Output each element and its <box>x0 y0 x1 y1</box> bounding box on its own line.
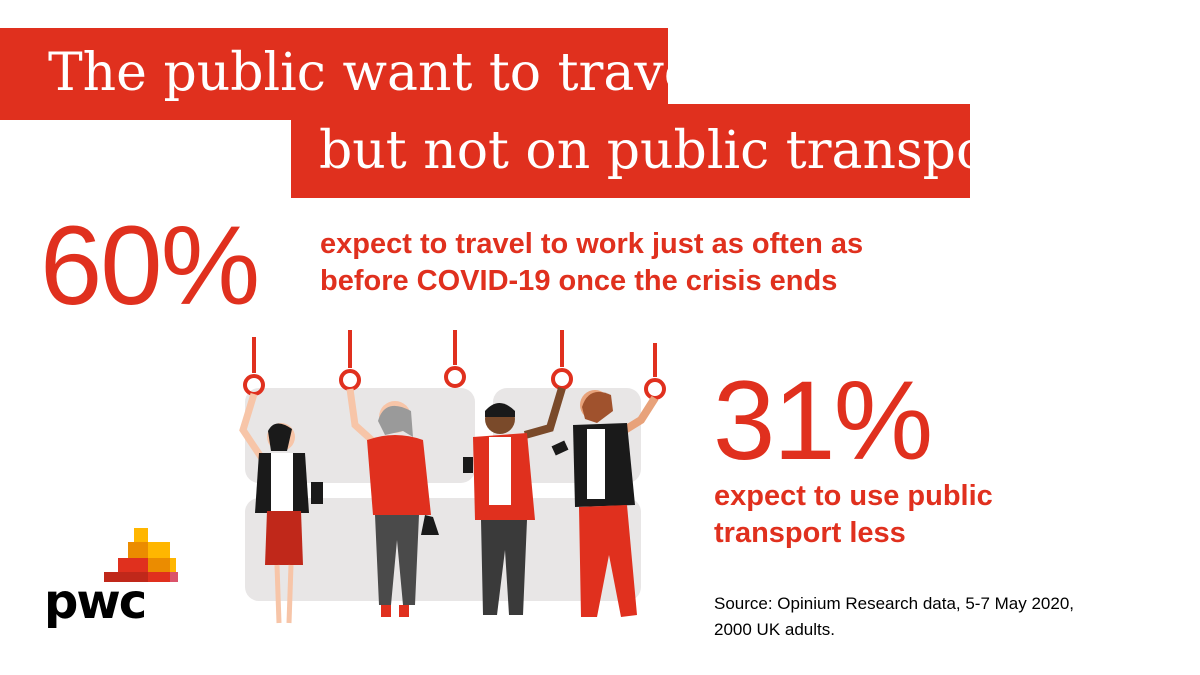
person-2 <box>346 388 439 617</box>
pwc-logo-mark <box>104 528 178 582</box>
stat-31-desc-line-1: expect to use public <box>714 480 993 512</box>
pwc-logo-text: pwc <box>44 574 147 630</box>
stat-31-description: expect to use public transport less <box>714 478 1074 552</box>
seat-bench <box>245 498 641 601</box>
person-4 <box>551 390 659 617</box>
stat-60-description: expect to travel to work just as often a… <box>320 226 960 300</box>
source-line-1: Source: Opinium Research data, 5-7 May 2… <box>714 594 1075 613</box>
commuters-illustration <box>239 330 666 624</box>
stat-31-value: 31% <box>713 358 933 483</box>
headline-banner-top: The public want to travel, <box>0 28 728 120</box>
stat-60-desc-line-1: expect to travel to work just as often a… <box>320 228 864 260</box>
headline-line-1: The public want to travel, <box>48 43 728 103</box>
stat-60-desc-line-2: before COVID-19 once the crisis ends <box>320 265 838 297</box>
source-note: Source: Opinium Research data, 5-7 May 2… <box>714 591 1134 643</box>
stat-60-value: 60% <box>40 203 260 328</box>
stat-31-desc-line-2: transport less <box>714 517 906 549</box>
person-3 <box>463 386 566 615</box>
person-1 <box>239 392 323 624</box>
strap-handles <box>243 330 666 400</box>
headline-banner-bottom: but not on public transport <box>291 104 1033 198</box>
headline-line-2: but not on public transport <box>319 121 1034 181</box>
source-line-2: 2000 UK adults. <box>714 620 835 639</box>
